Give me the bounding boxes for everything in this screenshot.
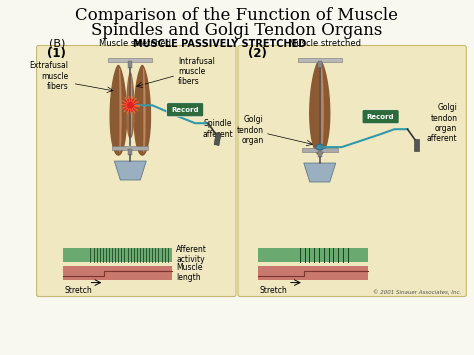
Bar — [214, 133, 221, 146]
Text: Record: Record — [367, 114, 394, 120]
Polygon shape — [127, 73, 134, 138]
Bar — [109, 59, 152, 62]
Bar — [258, 266, 368, 280]
Circle shape — [124, 99, 137, 111]
Bar — [63, 266, 172, 280]
Text: Spindle
afferent: Spindle afferent — [203, 120, 233, 139]
Text: Golgi
tendon
organ
afferent: Golgi tendon organ afferent — [427, 103, 457, 143]
Text: © 2001 Sinauer Associates, Inc.: © 2001 Sinauer Associates, Inc. — [373, 290, 461, 295]
Text: (1): (1) — [46, 47, 65, 60]
Polygon shape — [134, 65, 150, 155]
Text: (2): (2) — [248, 47, 267, 60]
Bar — [318, 151, 322, 157]
Bar — [128, 149, 132, 155]
FancyBboxPatch shape — [362, 110, 399, 124]
Bar — [258, 248, 368, 262]
FancyBboxPatch shape — [36, 45, 236, 296]
Text: Extrafusal
muscle
fibers: Extrafusal muscle fibers — [29, 61, 69, 91]
Bar — [298, 59, 342, 62]
Text: Intrafusal
muscle
fibers: Intrafusal muscle fibers — [178, 56, 215, 86]
Text: Muscle stretched: Muscle stretched — [289, 38, 361, 48]
Text: Comparison of the Function of Muscle: Comparison of the Function of Muscle — [75, 7, 399, 24]
Text: Muscle stretched: Muscle stretched — [99, 38, 171, 48]
Polygon shape — [304, 163, 336, 182]
Polygon shape — [110, 65, 127, 155]
Ellipse shape — [316, 144, 324, 150]
Bar — [112, 146, 148, 150]
FancyBboxPatch shape — [238, 45, 466, 296]
Bar — [318, 61, 322, 69]
Polygon shape — [114, 161, 146, 180]
Text: (B): (B) — [48, 39, 65, 49]
Text: Golgi
tendon
organ: Golgi tendon organ — [237, 115, 264, 145]
Text: Muscle
length: Muscle length — [176, 263, 203, 282]
Text: MUSCLE PASSIVELY STRETCHED: MUSCLE PASSIVELY STRETCHED — [133, 39, 307, 49]
Text: Record: Record — [171, 107, 199, 113]
Text: Spindles and Golgi Tendon Organs: Spindles and Golgi Tendon Organs — [91, 22, 383, 39]
Bar — [302, 148, 337, 152]
Polygon shape — [310, 60, 330, 154]
Bar — [128, 61, 132, 69]
FancyBboxPatch shape — [167, 103, 204, 117]
Text: Stretch: Stretch — [260, 285, 288, 295]
Text: Afferent
activity: Afferent activity — [176, 245, 207, 264]
Bar — [63, 248, 172, 262]
Text: Stretch: Stretch — [64, 285, 92, 295]
Bar — [414, 139, 419, 151]
